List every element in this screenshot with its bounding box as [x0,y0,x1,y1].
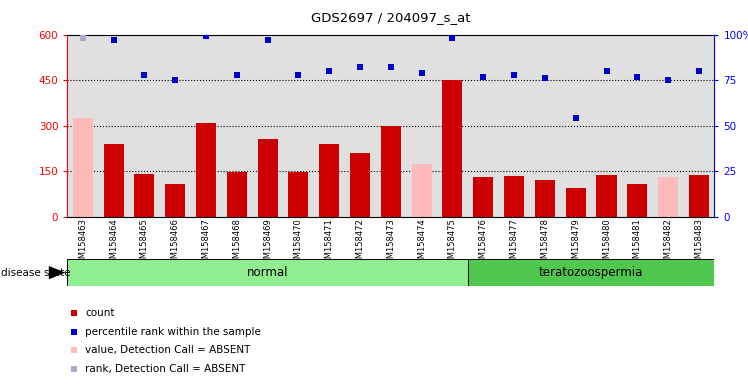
Bar [628,184,647,217]
Bar [319,144,340,217]
Bar [473,177,493,217]
Text: value, Detection Call = ABSENT: value, Detection Call = ABSENT [85,345,251,355]
Bar [596,175,616,217]
Bar [289,172,308,217]
Bar [165,184,186,217]
Text: GDS2697 / 204097_s_at: GDS2697 / 204097_s_at [311,12,470,25]
Bar [381,126,401,217]
Bar [658,177,678,217]
Bar [504,176,524,217]
Bar [257,139,278,217]
Bar [103,144,123,217]
Text: disease state: disease state [1,268,70,278]
Text: normal: normal [247,266,288,279]
Bar [227,172,247,217]
Bar [442,80,462,217]
Bar [350,153,370,217]
Text: teratozoospermia: teratozoospermia [539,266,643,279]
Text: rank, Detection Call = ABSENT: rank, Detection Call = ABSENT [85,364,246,374]
Bar [411,164,432,217]
Bar [196,123,216,217]
Bar [73,118,93,217]
Text: count: count [85,308,115,318]
Bar [565,188,586,217]
Polygon shape [49,266,65,280]
Bar [468,259,714,286]
Bar [535,180,555,217]
Bar [67,259,468,286]
Text: percentile rank within the sample: percentile rank within the sample [85,327,261,337]
Bar [689,175,709,217]
Bar [135,174,154,217]
